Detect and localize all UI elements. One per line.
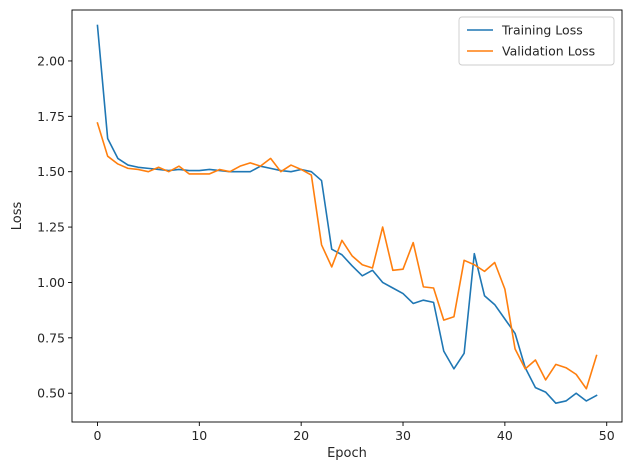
y-tick-label: 1.25 <box>37 220 65 235</box>
x-tick-label: 0 <box>93 428 101 443</box>
x-tick-label: 40 <box>497 428 513 443</box>
y-tick-label: 2.00 <box>37 53 65 68</box>
x-axis-ticks: 0 10 20 30 40 50 <box>93 422 615 443</box>
x-axis-label: Epoch <box>327 446 367 461</box>
legend-entry: Training Loss <box>501 23 583 38</box>
series-line-training-loss <box>96 24 598 404</box>
y-axis-label: Loss <box>10 202 25 231</box>
y-tick-label: 1.00 <box>37 275 65 290</box>
y-tick-label: 1.50 <box>37 164 65 179</box>
y-tick-label: 0.75 <box>37 330 65 345</box>
y-tick-label: 0.50 <box>37 386 65 401</box>
legend-entry: Validation Loss <box>502 44 595 59</box>
x-tick-label: 10 <box>191 428 207 443</box>
series-line-validation-loss <box>96 121 598 390</box>
legend: Training Loss Validation Loss <box>458 16 615 66</box>
plot-frame <box>71 9 623 423</box>
x-tick-label: 20 <box>293 428 309 443</box>
y-tick-label: 1.75 <box>37 109 65 124</box>
plot-lines <box>96 24 598 404</box>
y-axis-ticks: 0.50 0.75 1.00 1.25 1.50 1.75 2.00 <box>37 53 72 401</box>
x-tick-label: 50 <box>599 428 615 443</box>
x-tick-label: 30 <box>395 428 411 443</box>
legend-box <box>458 16 615 66</box>
